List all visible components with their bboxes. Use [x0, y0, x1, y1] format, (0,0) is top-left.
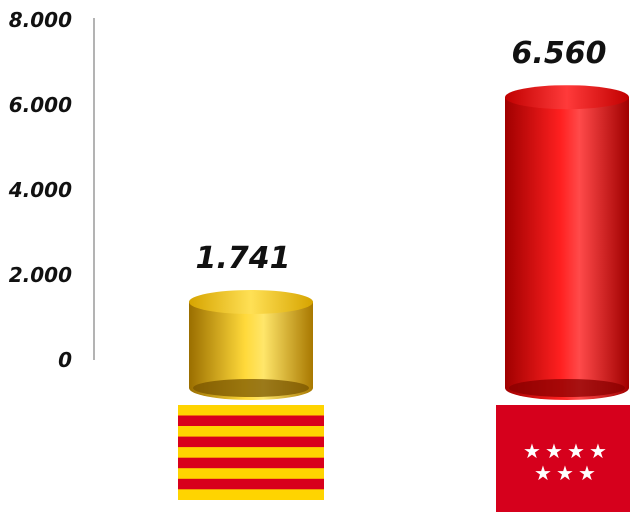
- star-icon: ★: [589, 439, 607, 463]
- bars: 1.741 6.560: [189, 36, 629, 400]
- star-icon: ★: [523, 439, 541, 463]
- bar-base: [509, 379, 625, 397]
- bar-value-label: 6.560: [512, 36, 607, 71]
- bar-base: [193, 379, 309, 397]
- star-icon: ★: [556, 461, 574, 485]
- catalonia-flag-icon: [178, 405, 324, 500]
- bar-catalonia: 1.741: [189, 241, 313, 400]
- y-axis-ticks: 0 2.000 4.000 6.000 8.000: [8, 8, 72, 372]
- star-icon: ★: [567, 439, 585, 463]
- bar-top: [189, 290, 313, 315]
- stars-row-2: ★ ★ ★: [534, 461, 596, 485]
- madrid-community-flag-icon: ★ ★ ★ ★ ★ ★ ★: [496, 405, 630, 512]
- y-tick-label: 0: [58, 348, 72, 372]
- star-icon: ★: [534, 461, 552, 485]
- stars-row-1: ★ ★ ★ ★: [523, 439, 607, 463]
- y-tick-label: 6.000: [9, 93, 72, 117]
- star-icon: ★: [545, 439, 563, 463]
- star-icon: ★: [578, 461, 596, 485]
- bar-body: [189, 302, 313, 400]
- y-tick-label: 2.000: [9, 263, 72, 287]
- bar-madrid: 6.560: [505, 36, 629, 400]
- bar-value-label: 1.741: [196, 241, 291, 276]
- y-tick-label: 8.000: [9, 8, 72, 32]
- bar-top: [505, 85, 629, 110]
- y-tick-label: 4.000: [8, 178, 72, 202]
- bar-body: [505, 97, 629, 400]
